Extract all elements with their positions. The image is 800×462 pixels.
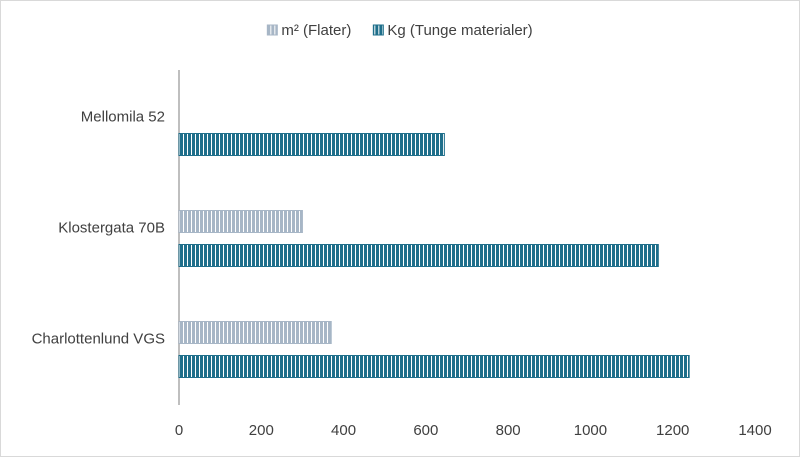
bar	[178, 355, 690, 378]
x-tick-label: 200	[249, 422, 274, 439]
legend: m² (Flater) Kg (Tunge materialer)	[266, 22, 533, 39]
bar	[178, 321, 332, 344]
y-tick-label: Mellomila 52	[81, 108, 165, 125]
bar	[178, 133, 445, 156]
bar	[178, 210, 303, 233]
x-tick-label: 1400	[738, 422, 771, 439]
legend-swatch	[266, 24, 278, 36]
x-tick-label: 1200	[656, 422, 689, 439]
legend-label: Kg (Tunge materialer)	[387, 22, 532, 39]
legend-swatch	[372, 24, 384, 36]
y-tick-label: Charlottenlund VGS	[32, 330, 165, 347]
x-tick-label: 600	[413, 422, 438, 439]
x-tick-label: 800	[496, 422, 521, 439]
y-tick-label: Klostergata 70B	[58, 219, 165, 236]
legend-label: m² (Flater)	[281, 22, 351, 39]
x-tick-label: 0	[175, 422, 183, 439]
x-tick-label: 1000	[574, 422, 607, 439]
bar	[178, 244, 659, 267]
x-tick-label: 400	[331, 422, 356, 439]
